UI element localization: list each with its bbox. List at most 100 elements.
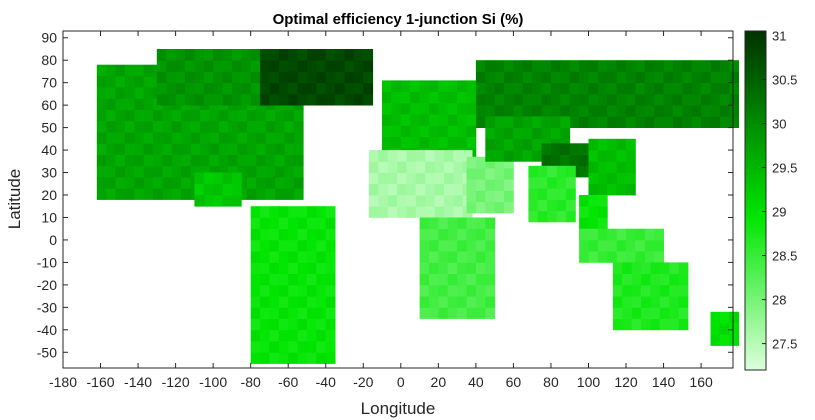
heatmap-cell bbox=[457, 114, 467, 126]
heatmap-cell bbox=[265, 165, 276, 178]
heatmap-cell bbox=[415, 150, 426, 162]
heatmap-cell bbox=[691, 116, 702, 128]
heatmap-cell bbox=[494, 93, 505, 106]
heatmap-cell bbox=[626, 71, 636, 83]
heatmap-cell bbox=[134, 75, 145, 88]
heatmap-cell bbox=[400, 80, 411, 92]
heatmap-cell bbox=[616, 93, 627, 106]
heatmap-cell bbox=[185, 49, 195, 61]
heatmap-cell bbox=[278, 329, 289, 342]
heatmap-cell bbox=[260, 93, 270, 106]
heatmap-cell bbox=[185, 93, 195, 106]
heatmap-cell bbox=[429, 217, 439, 230]
heatmap-cell bbox=[134, 87, 145, 99]
heatmap-cell bbox=[297, 318, 308, 331]
heatmap-cell bbox=[316, 71, 327, 83]
heatmap-cell bbox=[260, 49, 270, 61]
heatmap-cell bbox=[288, 296, 298, 308]
heatmap-cell bbox=[691, 82, 702, 95]
heatmap-cell bbox=[335, 49, 345, 61]
heatmap-cell bbox=[278, 82, 289, 95]
heatmap-cell bbox=[429, 80, 439, 92]
heatmap-cell bbox=[457, 307, 467, 319]
heatmap-cell bbox=[335, 82, 345, 95]
heatmap-cell bbox=[106, 109, 116, 122]
heatmap-cell bbox=[466, 251, 477, 263]
heatmap-cell bbox=[378, 206, 389, 218]
heatmap-cell bbox=[368, 161, 379, 173]
heatmap-cell bbox=[115, 75, 126, 88]
heatmap-cell bbox=[485, 228, 496, 241]
heatmap-cell bbox=[237, 143, 248, 155]
heatmap-cell bbox=[569, 105, 580, 117]
heatmap-cell bbox=[588, 195, 599, 207]
heatmap-cells bbox=[96, 49, 739, 364]
heatmap-cell bbox=[447, 136, 458, 149]
heatmap-cell bbox=[691, 93, 702, 106]
y-tick-label: 10 bbox=[41, 209, 57, 225]
heatmap-cell bbox=[143, 64, 154, 77]
heatmap-cell bbox=[203, 71, 214, 83]
colorbar-tick-label: 29 bbox=[772, 205, 786, 220]
heatmap-cell bbox=[307, 206, 317, 218]
heatmap-cell bbox=[622, 284, 633, 297]
heatmap-cell bbox=[307, 228, 317, 241]
heatmap-cell bbox=[218, 109, 229, 122]
heatmap-cell bbox=[438, 273, 449, 286]
heatmap-cell bbox=[654, 93, 664, 106]
heatmap-cell bbox=[162, 165, 173, 178]
heatmap-cell bbox=[607, 105, 618, 117]
colorbar-tick-label: 31 bbox=[772, 28, 786, 43]
heatmap-cell bbox=[701, 71, 711, 83]
heatmap-cell bbox=[457, 273, 467, 286]
heatmap-cell bbox=[466, 136, 477, 149]
heatmap-cell bbox=[597, 228, 608, 241]
heatmap-cell bbox=[588, 116, 599, 128]
heatmap-cell bbox=[701, 116, 711, 128]
heatmap-cell bbox=[513, 93, 524, 106]
heatmap-cell bbox=[691, 60, 702, 72]
heatmap-cell bbox=[269, 329, 280, 342]
heatmap-cell bbox=[260, 228, 270, 241]
heatmap-cell bbox=[237, 188, 248, 200]
heatmap-cell bbox=[588, 161, 599, 173]
heatmap-cell bbox=[556, 210, 567, 223]
heatmap-cell bbox=[297, 228, 308, 241]
heatmap-cell bbox=[453, 183, 464, 196]
heatmap-cell bbox=[654, 251, 664, 263]
heatmap-cell bbox=[560, 93, 571, 106]
heatmap-cell bbox=[588, 228, 599, 241]
heatmap-cell bbox=[265, 154, 276, 167]
heatmap-cell bbox=[363, 93, 374, 106]
heatmap-cell bbox=[622, 273, 633, 286]
heatmap-cell bbox=[701, 93, 711, 106]
heatmap-cell bbox=[213, 60, 223, 72]
heatmap-cell bbox=[547, 177, 557, 189]
heatmap-cell bbox=[438, 296, 449, 308]
heatmap-cell bbox=[288, 239, 298, 252]
heatmap-cell bbox=[143, 143, 154, 155]
heatmap-cell bbox=[457, 102, 467, 115]
heatmap-cell bbox=[616, 228, 627, 241]
heatmap-cell bbox=[382, 102, 392, 115]
heatmap-cell bbox=[682, 71, 693, 83]
heatmap-cell bbox=[466, 179, 477, 191]
heatmap-cell bbox=[457, 217, 467, 230]
heatmap-cell bbox=[475, 82, 486, 95]
heatmap-cell bbox=[325, 251, 336, 263]
colorbar-tick-label: 29.5 bbox=[772, 160, 797, 175]
heatmap-cell bbox=[522, 60, 533, 72]
heatmap-cell bbox=[344, 93, 355, 106]
heatmap-cell bbox=[260, 318, 270, 331]
heatmap-cell bbox=[438, 91, 449, 104]
heatmap-cell bbox=[250, 239, 261, 252]
heatmap-cell bbox=[425, 195, 435, 207]
heatmap-cell bbox=[494, 105, 505, 117]
heatmap-cell bbox=[597, 71, 608, 83]
heatmap-cell bbox=[256, 177, 267, 189]
heatmap-cell bbox=[260, 329, 270, 342]
heatmap-cell bbox=[213, 82, 223, 95]
heatmap-cell bbox=[325, 307, 336, 319]
heatmap-cell bbox=[607, 150, 618, 162]
heatmap-cell bbox=[551, 71, 561, 83]
